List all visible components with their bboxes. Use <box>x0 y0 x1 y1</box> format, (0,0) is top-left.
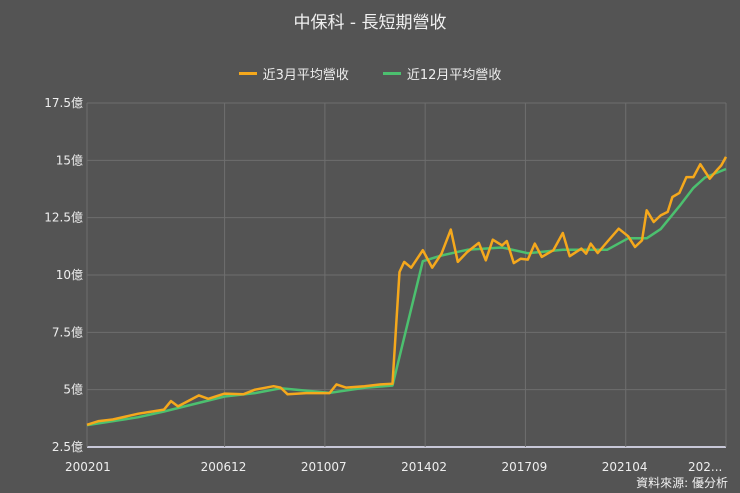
x-tick-label: 202104 <box>602 460 648 474</box>
x-tick-label: 200201 <box>65 460 111 474</box>
y-tick-label: 15億 <box>56 153 83 167</box>
y-tick-label: 17.5億 <box>44 96 83 110</box>
legend-label-3m: 近3月平均營收 <box>262 68 349 83</box>
x-tick-label: 200612 <box>201 460 247 474</box>
source-note: 資料來源: 優分析 <box>636 476 728 490</box>
legend-swatch-12m <box>382 72 401 75</box>
series-line-3m <box>86 156 728 426</box>
y-tick-label: 12.5億 <box>44 211 83 225</box>
y-tick-label: 10億 <box>56 268 83 282</box>
legend: 近3月平均營收 近12月平均營收 <box>0 64 740 83</box>
y-tick-label: 5億 <box>63 383 83 397</box>
x-tick-label: 201709 <box>501 460 547 474</box>
series-line-12m <box>86 167 727 427</box>
legend-swatch-3m <box>238 72 257 75</box>
x-tick-label: 201007 <box>301 460 347 474</box>
chart-title: 中保科 - 長短期營收 <box>293 13 447 33</box>
y-tick-label: 7.5億 <box>52 325 83 339</box>
x-tick-label: 202... <box>688 460 722 474</box>
y-tick-label: 2.5億 <box>52 440 83 454</box>
x-tick-label: 201402 <box>401 460 447 474</box>
legend-label-12m: 近12月平均營收 <box>406 68 502 83</box>
legend-item-12m[interactable]: 近12月平均營收 <box>382 64 502 83</box>
legend-item-3m[interactable]: 近3月平均營收 <box>238 64 349 83</box>
